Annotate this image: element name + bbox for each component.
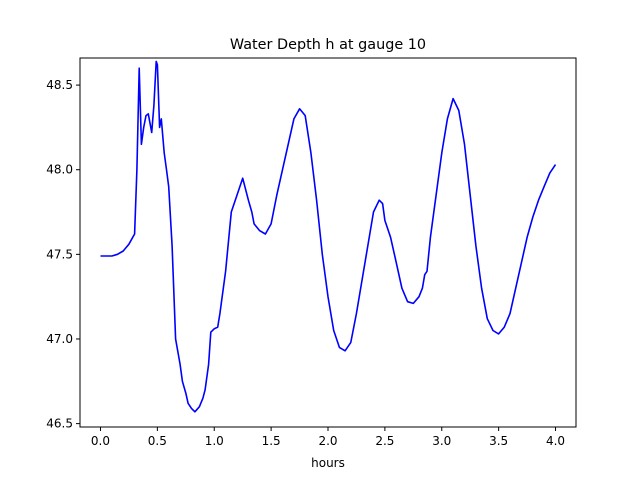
x-tick-label: 0.0 — [91, 434, 110, 448]
x-tick-label: 2.0 — [318, 434, 337, 448]
y-tick-label: 46.5 — [46, 417, 73, 431]
y-tick-label: 48.0 — [46, 163, 73, 177]
x-tick-label: 1.0 — [205, 434, 224, 448]
x-axis-label: hours — [311, 456, 345, 470]
y-axis: 46.5 47.0 47.5 48.0 48.5 — [46, 78, 80, 431]
chart-title: Water Depth h at gauge 10 — [230, 37, 426, 53]
x-tick-label: 1.5 — [262, 434, 281, 448]
x-axis: 0.0 0.5 1.0 1.5 2.0 2.5 3.0 3.5 4.0 — [91, 427, 565, 448]
x-tick-label: 0.5 — [148, 434, 167, 448]
y-tick-label: 47.5 — [46, 247, 73, 261]
x-tick-label: 3.0 — [432, 434, 451, 448]
series-layer — [100, 60, 557, 413]
y-tick-label: 47.0 — [46, 332, 73, 346]
x-tick-label: 2.5 — [375, 434, 394, 448]
x-tick-label: 3.5 — [489, 434, 508, 448]
x-tick-label: 4.0 — [546, 434, 565, 448]
plot-area — [80, 58, 576, 427]
series-line — [100, 60, 557, 413]
y-tick-label: 48.5 — [46, 78, 73, 92]
